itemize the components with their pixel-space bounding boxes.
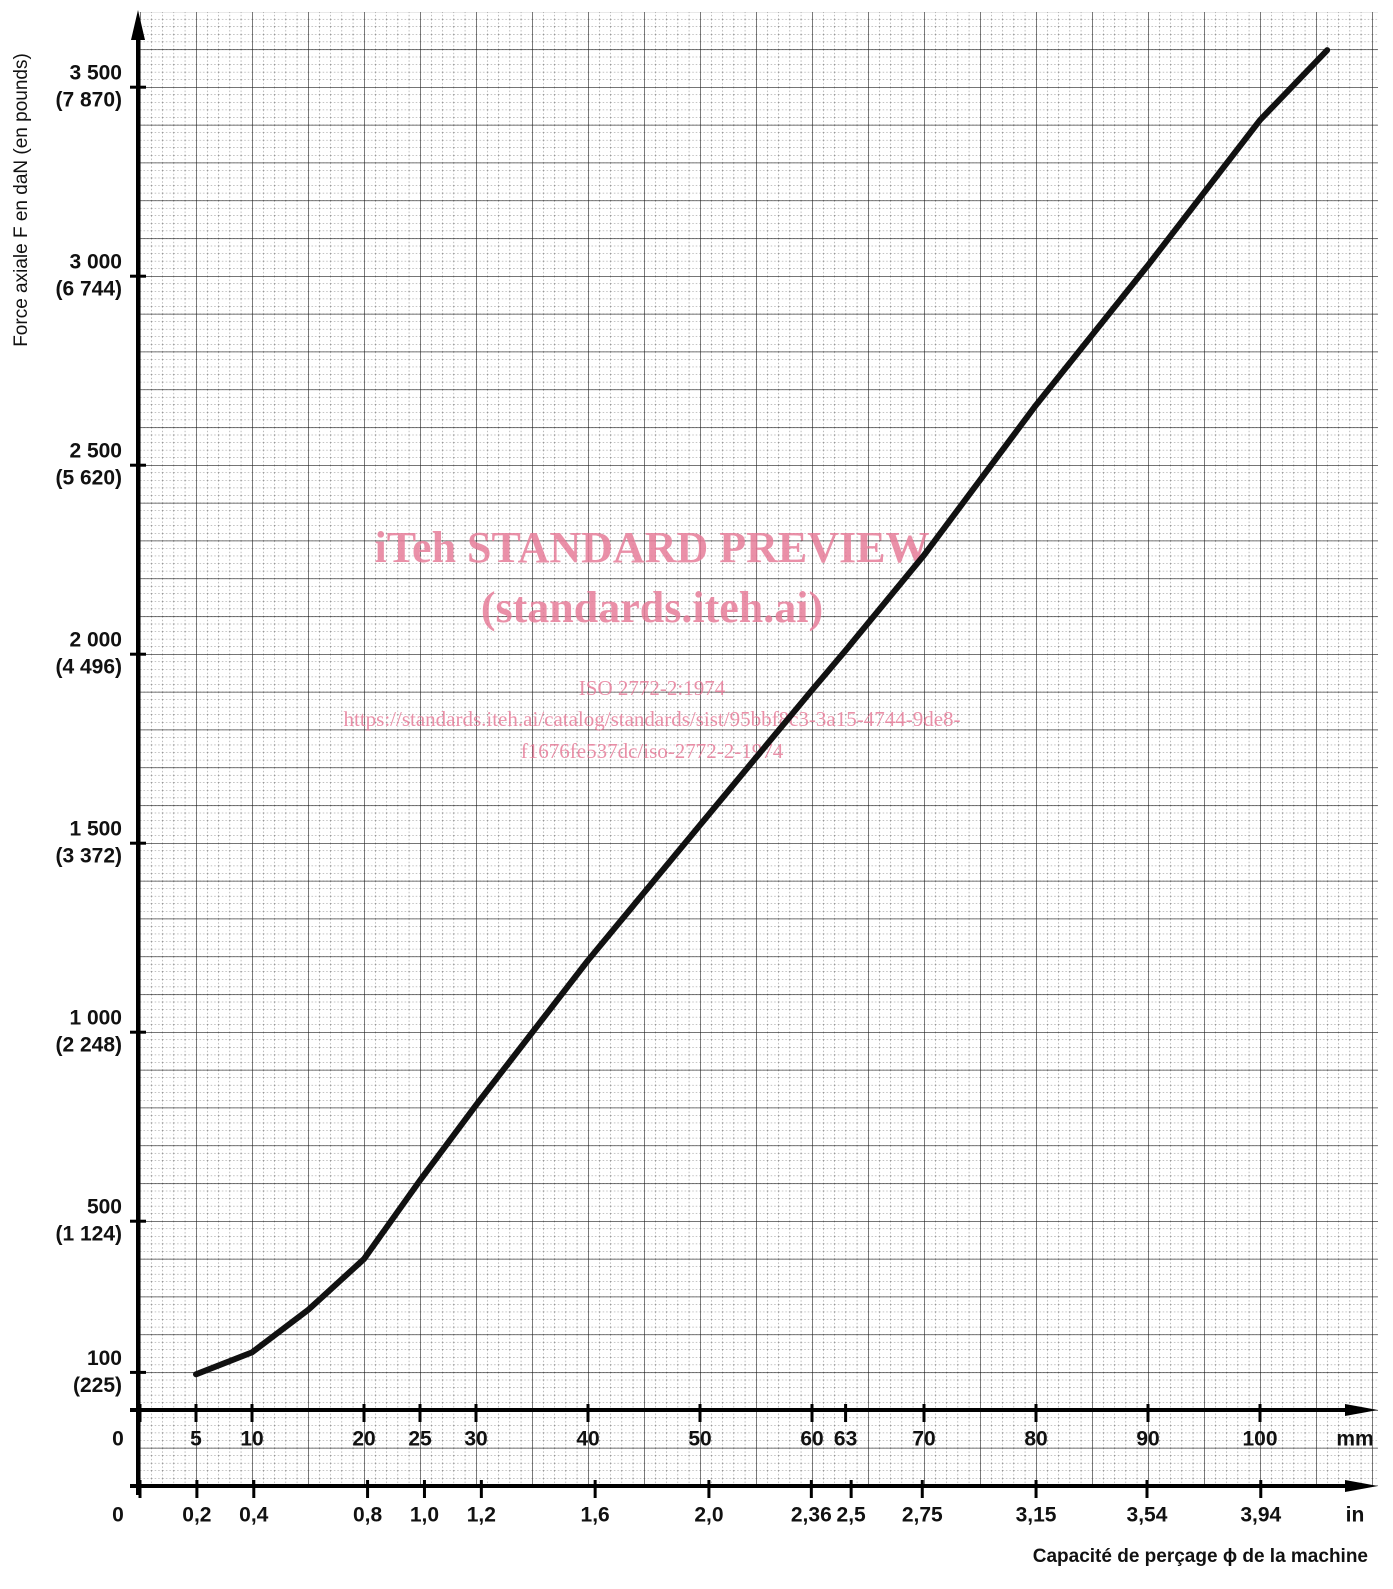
y-tick-label-pounds: (5 620): [55, 467, 122, 490]
y-tick-label: 2 500: [69, 440, 122, 463]
x2-tick-label: 2,75: [902, 1504, 943, 1527]
x2-tick-label: 2,0: [694, 1504, 723, 1527]
x-tick-label: 20: [352, 1428, 375, 1451]
y-tick-label: 1 500: [69, 818, 122, 841]
x2-tick-label: 1,2: [467, 1504, 496, 1527]
graph-paper-major: [138, 12, 1378, 1486]
x2-tick-label: 0,4: [239, 1504, 269, 1527]
watermark: ISO 2772-2:1974: [579, 676, 726, 700]
x2-tick-label: 0: [112, 1504, 124, 1527]
x-tick-label: 80: [1024, 1428, 1047, 1451]
y-tick-label-pounds: (4 496): [55, 656, 122, 679]
x-tick-label: 63: [834, 1428, 857, 1451]
y-tick-label: 1 000: [69, 1007, 122, 1030]
x-tick-label: 40: [576, 1428, 599, 1451]
y-axis-label: Force axiale F en daN (en pounds): [11, 53, 32, 347]
y-tick-label-pounds: (3 372): [55, 845, 122, 868]
x-tick-label: 60: [800, 1428, 823, 1451]
y-tick-label: 100: [87, 1347, 122, 1370]
watermark: f1676fe537dc/iso-2772-2-1974: [521, 739, 784, 763]
x-tick-label: 30: [464, 1428, 487, 1451]
data-line: [193, 47, 1331, 1378]
y-tick-label-pounds: (225): [73, 1374, 122, 1397]
y-tick-label-pounds: (7 870): [55, 89, 122, 112]
x-tick-label: 50: [688, 1428, 711, 1451]
watermark: iTeh STANDARD PREVIEW: [375, 523, 930, 572]
x2-unit: in: [1346, 1504, 1365, 1527]
x-tick-label: 0: [112, 1428, 124, 1451]
x2-tick-label: 2,36: [791, 1504, 832, 1527]
x2-tick-label: 0,2: [182, 1504, 211, 1527]
y-tick-label-pounds: (1 124): [55, 1223, 122, 1246]
x-tick-label: 100: [1242, 1428, 1277, 1451]
y-tick-label: 3 000: [69, 251, 122, 274]
x-tick-label: 25: [408, 1428, 432, 1451]
y-tick-label: 500: [87, 1196, 122, 1219]
y-tick-label-pounds: (6 744): [55, 278, 122, 301]
y-tick-label-pounds: (2 248): [55, 1034, 122, 1057]
x-axis-label: Capacité de perçage ϕ de la machine: [1033, 1546, 1368, 1567]
x2-tick-label: 3,15: [1016, 1504, 1057, 1527]
x2-tick-label: 0,8: [353, 1504, 383, 1527]
y-tick-label: 2 000: [69, 629, 122, 652]
x-tick-label: 5: [190, 1428, 202, 1451]
x-tick-label: 90: [1136, 1428, 1159, 1451]
watermark: https://standards.iteh.ai/catalog/standa…: [343, 707, 960, 731]
x2-tick-label: 1,0: [410, 1504, 439, 1527]
y-arrow: [131, 10, 145, 40]
y-tick-label: 3 500: [69, 62, 122, 85]
in-arrow: [1345, 1480, 1378, 1492]
x2-tick-label: 3,54: [1127, 1504, 1168, 1527]
x-tick-label: 10: [240, 1428, 263, 1451]
x2-tick-label: 1,6: [581, 1504, 610, 1527]
x-tick-label: 70: [912, 1428, 935, 1451]
mm-arrow: [1345, 1404, 1378, 1416]
x2-tick-label: 2,5: [837, 1504, 867, 1527]
watermark: (standards.iteh.ai): [481, 583, 823, 632]
x2-tick-label: 3,94: [1240, 1504, 1281, 1527]
x-unit: mm: [1336, 1428, 1373, 1451]
